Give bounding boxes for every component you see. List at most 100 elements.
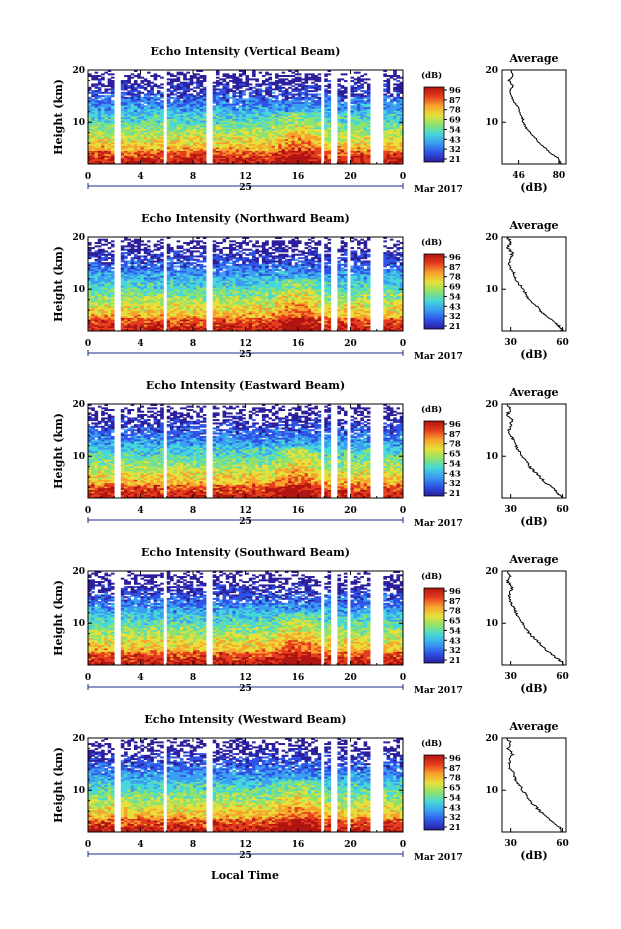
heatmap-cell [199,88,204,91]
heatmap-cell [202,127,207,130]
heatmap-cell [199,143,204,146]
heatmap-cell [193,130,197,133]
colorbar-tick-label: 87 [449,96,461,106]
heatmap-cell [160,125,164,128]
heatmap-cell [196,80,200,83]
heatmap-cell [91,143,95,146]
heatmap-cell [176,147,181,150]
heatmap-cell [232,110,236,113]
heatmap-cell [150,120,154,123]
heatmap-cell [107,135,112,138]
heatmap-cell [186,100,191,103]
heatmap-cell [150,110,154,113]
heatmap-cell [222,147,227,150]
heatmap-cell [160,158,164,161]
heatmap-cell [104,125,108,128]
heatmap-cell [133,100,138,103]
heatmap-cell [133,145,138,148]
heatmap-cell [140,150,145,153]
heatmap-cell [222,127,227,130]
heatmap-cell [222,125,227,128]
heatmap-cell [150,100,154,103]
heatmap-cell [311,73,315,76]
heatmap-cell [91,157,95,160]
heatmap-cell [130,88,135,91]
heatmap-cell [183,103,187,106]
heatmap-cell [130,115,135,118]
heatmap-cell [179,88,184,91]
heatmap-cell [176,111,181,114]
heatmap-cell [101,83,105,86]
heatmap-cell [215,153,220,156]
heatmap-cell [104,162,108,165]
heatmap-cell [166,153,171,156]
heatmap-cell [225,93,230,96]
heatmap-cell [317,96,322,99]
heatmap-cell [107,105,112,108]
heatmap-cell [307,90,312,93]
heatmap-cell [196,140,200,143]
heatmap-cell [94,122,99,125]
heatmap-cell [389,75,394,78]
heatmap-cell [101,257,105,260]
heatmap-cell [222,101,227,104]
heatmap-cell [133,253,138,256]
heatmap-cell [133,86,138,89]
heatmap-cell [120,127,125,130]
heatmap-cell [101,127,105,130]
heatmap-cell [229,106,233,109]
heatmap-cell [88,157,92,160]
heatmap-cell [196,160,200,163]
heatmap-cell [156,111,161,114]
average-title: Average [508,52,558,65]
heatmap-cell [124,100,128,103]
heatmap-cell [186,115,191,118]
heatmap-cell [219,160,223,163]
heatmap-cell [196,108,200,111]
heatmap-cell [101,128,105,131]
heatmap-cell [393,86,397,89]
heatmap-cell [153,123,158,126]
heatmap-cell [225,113,230,116]
heatmap-cell [91,115,95,118]
heatmap-cell [110,95,115,98]
heatmap-cell [232,103,236,106]
heatmap-cell [219,78,223,81]
heatmap-cell [110,101,115,104]
heatmap-cell [219,148,223,151]
heatmap-cell [156,147,161,150]
heatmap-cell [170,106,174,109]
heatmap-cell [143,93,148,96]
heatmap-cell [170,158,174,161]
heatmap-cell [140,128,145,131]
heatmap-cell [212,133,217,136]
heatmap-cell [199,160,204,163]
heatmap-cell [170,135,174,138]
heatmap-cell [124,147,128,150]
heatmap-cell [97,115,102,118]
heatmap-cell [232,85,236,88]
heatmap-cell [238,90,243,93]
heatmap-cell [193,140,197,143]
heatmap-cell [97,120,102,123]
heatmap-cell [219,108,223,111]
heatmap-cell [130,123,135,126]
heatmap-cell [225,143,230,146]
heatmap-cell [189,96,194,99]
heatmap-cell [173,113,177,116]
heatmap-cell [222,135,227,138]
heatmap-cell [212,101,217,104]
heatmap-cell [101,155,105,158]
heatmap-cell [170,160,174,163]
heatmap-cell [143,157,148,160]
heatmap-cell [88,130,92,133]
day-label: 25 [239,183,252,193]
heatmap-cell [196,83,200,86]
heatmap-cell [202,143,207,146]
heatmap-cell [199,85,204,88]
heatmap-cell [189,127,194,130]
heatmap-cell [363,81,368,84]
heatmap-cell [186,140,191,143]
heatmap-cell [124,125,128,128]
heatmap-cell [88,122,92,125]
